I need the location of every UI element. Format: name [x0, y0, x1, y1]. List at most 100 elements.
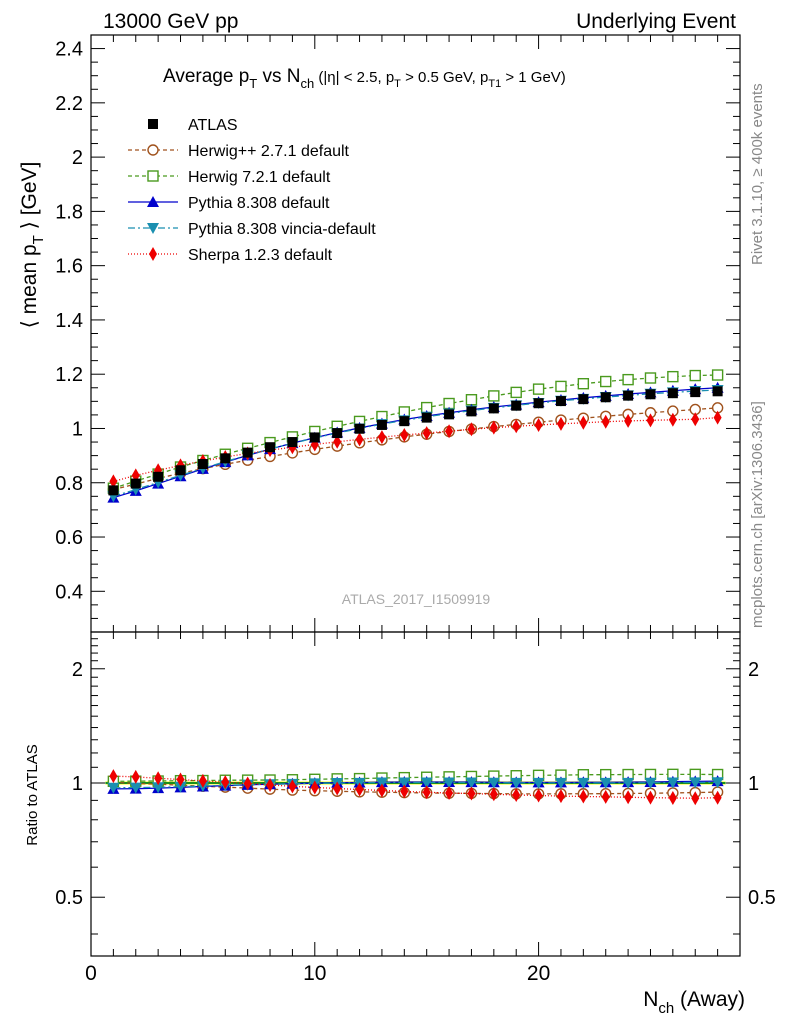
y-tick-label-ratio-right: 1 — [748, 773, 759, 795]
series-atlas — [108, 386, 723, 496]
ratio-point — [243, 776, 252, 791]
ratio-point — [711, 777, 724, 789]
legend-marker — [147, 144, 159, 156]
y-tick-label-main: 1.4 — [55, 310, 83, 332]
data-point — [467, 422, 476, 437]
rivet-label: Rivet 3.1.10, ≥ 400k events — [749, 83, 766, 265]
ratio-point — [556, 789, 565, 804]
data-point — [444, 409, 455, 420]
legend-label: Pythia 8.308 vincia-default — [188, 221, 376, 238]
data-point — [645, 389, 656, 400]
ratio-point — [554, 777, 567, 789]
ratio-point — [622, 777, 635, 789]
y-tick-label-main: 0.8 — [55, 473, 83, 495]
data-point — [690, 387, 701, 398]
data-point — [197, 459, 208, 470]
ratio-point — [443, 777, 456, 789]
ratio-point — [601, 789, 610, 804]
legend-entry-pythia-8-308-vincia-default: Pythia 8.308 vincia-default — [128, 221, 376, 238]
data-point — [399, 416, 410, 427]
y-axis-label-ratio: Ratio to ATLAS — [24, 744, 41, 845]
data-point — [445, 424, 454, 439]
ratio-point — [691, 791, 700, 806]
series-line-ratio — [113, 773, 718, 782]
data-point — [667, 370, 679, 383]
series-pythia-8-308-default — [107, 381, 724, 794]
data-point — [421, 412, 432, 423]
ratio-point — [310, 780, 319, 795]
ratio-point — [398, 777, 411, 789]
series-line-ratio — [113, 775, 718, 799]
ratio-point — [174, 781, 187, 793]
ratio-point — [534, 788, 543, 803]
series-line-ratio — [113, 781, 718, 789]
legend-entry-herwig-7-2-1-default: Herwig 7.2.1 default — [128, 169, 331, 186]
legend-entry-atlas: ATLAS — [148, 117, 238, 134]
data-point — [622, 373, 634, 386]
data-point — [400, 427, 409, 442]
data-point — [578, 394, 589, 405]
ratio-point — [689, 777, 702, 789]
ratio-point — [713, 790, 722, 805]
data-point — [309, 432, 320, 443]
data-point — [376, 419, 387, 430]
ratio-point — [154, 771, 163, 786]
header-left: 13000 GeV pp — [103, 10, 238, 33]
ratio-point — [532, 777, 545, 789]
ratio-point — [131, 769, 140, 784]
data-point — [512, 419, 521, 434]
ratio-point — [624, 790, 633, 805]
legend-marker — [149, 247, 157, 261]
legend-marker — [147, 196, 159, 207]
data-point — [646, 413, 655, 428]
ratio-point — [579, 789, 588, 804]
ratio-point — [420, 777, 433, 789]
ratio-point — [377, 783, 386, 798]
data-point — [422, 426, 431, 441]
ratio-point — [221, 775, 230, 790]
series-line-main — [113, 374, 718, 489]
ratio-point — [489, 787, 498, 802]
legend-entry-herwig-2-7-1-default: Herwig++ 2.7.1 default — [128, 143, 350, 160]
ratio-point — [467, 786, 476, 801]
data-point — [533, 398, 544, 409]
data-point — [109, 474, 118, 489]
x-tick-label: 0 — [85, 962, 97, 985]
data-point — [579, 415, 588, 430]
series-sherpa-1-2-3-default — [109, 410, 722, 806]
y-tick-label-main: 0.6 — [55, 527, 83, 549]
data-point — [556, 416, 565, 431]
legend-label: ATLAS — [188, 117, 238, 134]
ratio-point — [512, 787, 521, 802]
data-point — [265, 442, 276, 453]
y-tick-label-main: 2.2 — [55, 93, 83, 115]
ratio-point — [577, 777, 590, 789]
ratio-point — [333, 781, 342, 796]
y-tick-label-main: 1.8 — [55, 201, 83, 223]
data-point — [555, 396, 566, 407]
y-tick-label-ratio: 2 — [72, 659, 83, 681]
data-point — [644, 372, 657, 384]
y-tick-label-main: 2.4 — [55, 39, 83, 61]
x-tick-label: 20 — [527, 962, 550, 985]
y-tick-label-ratio-right: 0.5 — [748, 887, 776, 909]
ratio-point — [487, 777, 500, 789]
data-point — [534, 417, 543, 432]
ratio-point — [198, 773, 207, 788]
series-line-ratio — [113, 781, 718, 795]
y-tick-label-ratio: 0.5 — [55, 887, 83, 909]
ratio-point — [445, 786, 454, 801]
data-point — [601, 414, 610, 429]
ratio-point — [109, 769, 118, 784]
ratio-point — [465, 777, 478, 789]
y-tick-label-main: 0.4 — [55, 581, 83, 603]
data-point — [333, 434, 342, 449]
data-point — [287, 437, 298, 448]
ratio-point — [510, 777, 523, 789]
data-point — [354, 423, 365, 434]
legend-label: Herwig 7.2.1 default — [188, 169, 331, 186]
data-point — [242, 447, 253, 458]
legend-entry-sherpa-1-2-3-default: Sherpa 1.2.3 default — [128, 247, 333, 264]
legend-label: Pythia 8.308 default — [188, 195, 330, 212]
